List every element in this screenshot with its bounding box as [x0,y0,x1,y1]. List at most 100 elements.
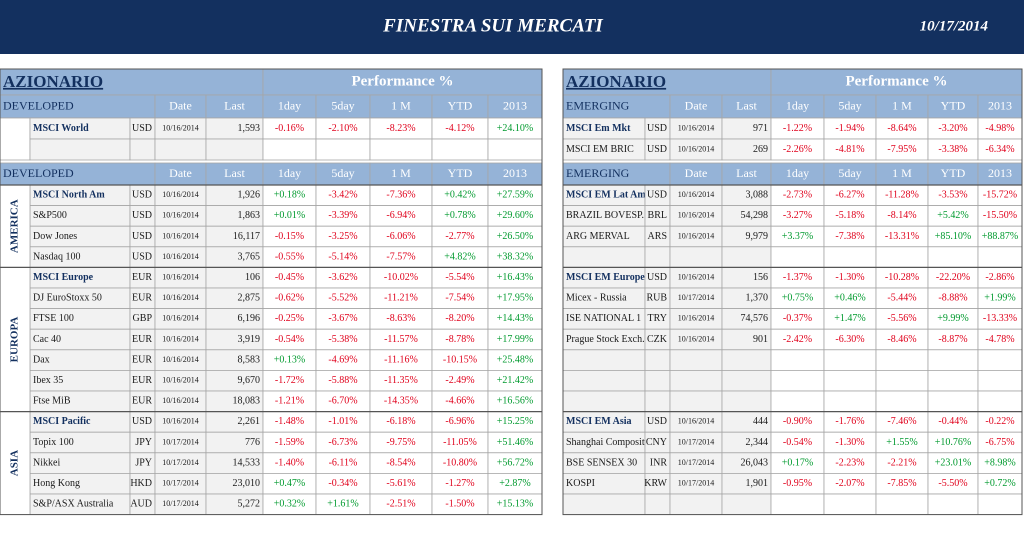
cell-text: 10/16/2014 [162,293,198,302]
perf-value: +0.47% [274,478,305,489]
cell-text: 10/17/2014 [162,499,198,508]
cell-text: Nikkei [33,457,60,468]
column-header: YTD [448,166,473,180]
cell [562,369,646,392]
perf-value: +0.78% [444,210,475,221]
column-header: Date [169,166,192,180]
cell-text: DJ EuroStoxx 50 [33,293,102,304]
cell-text: JPY [135,437,152,448]
perf-value: -7.95% [887,144,916,155]
cell-text: 10/16/2014 [678,231,714,240]
perf-value: -1.01% [328,416,357,427]
perf-value: +51.46% [497,437,533,448]
cell-text: 10/16/2014 [678,334,714,343]
cell [644,493,671,516]
cell-text: 26,043 [741,457,769,468]
cell [562,246,646,268]
cell [770,390,825,413]
cell-text: USD [132,190,152,201]
perf-value: -6.94% [386,210,415,221]
cell-text: 106 [245,272,260,283]
perf-value: +3.37% [782,231,813,242]
cell-text: EUR [132,375,152,386]
cell-text: 1,901 [746,478,769,489]
cell-text: BSE SENSEX 30 [566,457,637,468]
cell-text: 10/16/2014 [162,123,198,132]
perf-value: -10.28% [885,272,919,283]
cell-text: MSCI World [33,123,89,134]
cell-text: Hong Kong [33,478,80,489]
perf-value: -1.59% [275,437,304,448]
column-header: 1 M [391,98,411,112]
perf-value: -10.02% [384,272,418,283]
cell-text: Ftse MiB [33,396,71,407]
header-bar [0,0,1024,54]
cell [721,369,772,392]
table-frame [562,68,1023,516]
cell [0,117,31,161]
cell [721,390,772,413]
perf-value: +23.01% [935,457,971,468]
cell-text: ARG MERVAL [566,231,630,242]
perf-value: -0.90% [783,416,812,427]
perf-value: -9.75% [386,437,415,448]
perf-value: +8.98% [984,457,1015,468]
cell [562,349,646,371]
cell-text: 18,083 [233,396,261,407]
perf-value: -5.50% [938,478,967,489]
cell [669,349,723,371]
cell-text: MSCI North Am [33,190,105,201]
cell-text: USD [132,416,152,427]
cell [770,493,825,516]
cell-text: EUR [132,272,152,283]
column-header: YTD [941,98,966,112]
cell [977,349,1023,371]
cell-text: USD [132,231,152,242]
cell [770,369,825,392]
cell-text: 10/16/2014 [162,273,198,282]
perf-value: -0.62% [275,293,304,304]
cell [721,349,772,371]
cell-text: 1,863 [238,210,261,221]
perf-value: -2.21% [887,457,916,468]
cell-text: 6,196 [238,313,261,324]
cell [927,246,979,268]
perf-value: -6.30% [835,334,864,345]
cell-text: 3,919 [238,334,261,345]
cell [0,411,31,516]
cell [644,390,671,413]
section-label: EMERGING [566,166,630,180]
cell-text: S&P/ASX Australia [33,499,114,510]
perf-value: -15.50% [983,210,1017,221]
cell [721,246,772,268]
cell-text: USD [132,210,152,221]
cell-text: 8,583 [238,354,261,365]
perf-value: -5.18% [835,210,864,221]
perf-value: +56.72% [497,457,533,468]
perf-value: -2.49% [445,375,474,386]
perf-value: -8.46% [887,334,916,345]
cell-text: 10/17/2014 [678,479,714,488]
cell-text: USD [132,251,152,262]
cell-text: 16,117 [233,231,260,242]
cell-text: TRY [648,313,667,324]
perf-value: -3.42% [328,190,357,201]
cell-text: JPY [135,457,152,468]
cell [927,349,979,371]
table-title: AZIONARIO [3,72,103,91]
cell-text: INR [650,457,668,468]
perf-value: -0.34% [328,478,357,489]
perf-value: +16.43% [497,272,533,283]
perf-title: Performance % [351,73,453,89]
cell-text: FTSE 100 [33,313,74,324]
section-label: DEVELOPED [3,98,74,112]
cell-text: 776 [245,437,260,448]
cell-text: 10/16/2014 [678,190,714,199]
perf-value: +14.43% [497,313,533,324]
perf-value: -1.37% [783,272,812,283]
perf-value: -1.30% [835,272,864,283]
perf-value: +0.17% [782,457,813,468]
cell-text: 444 [753,416,768,427]
perf-value: +0.01% [274,210,305,221]
perf-value: +21.42% [497,375,533,386]
